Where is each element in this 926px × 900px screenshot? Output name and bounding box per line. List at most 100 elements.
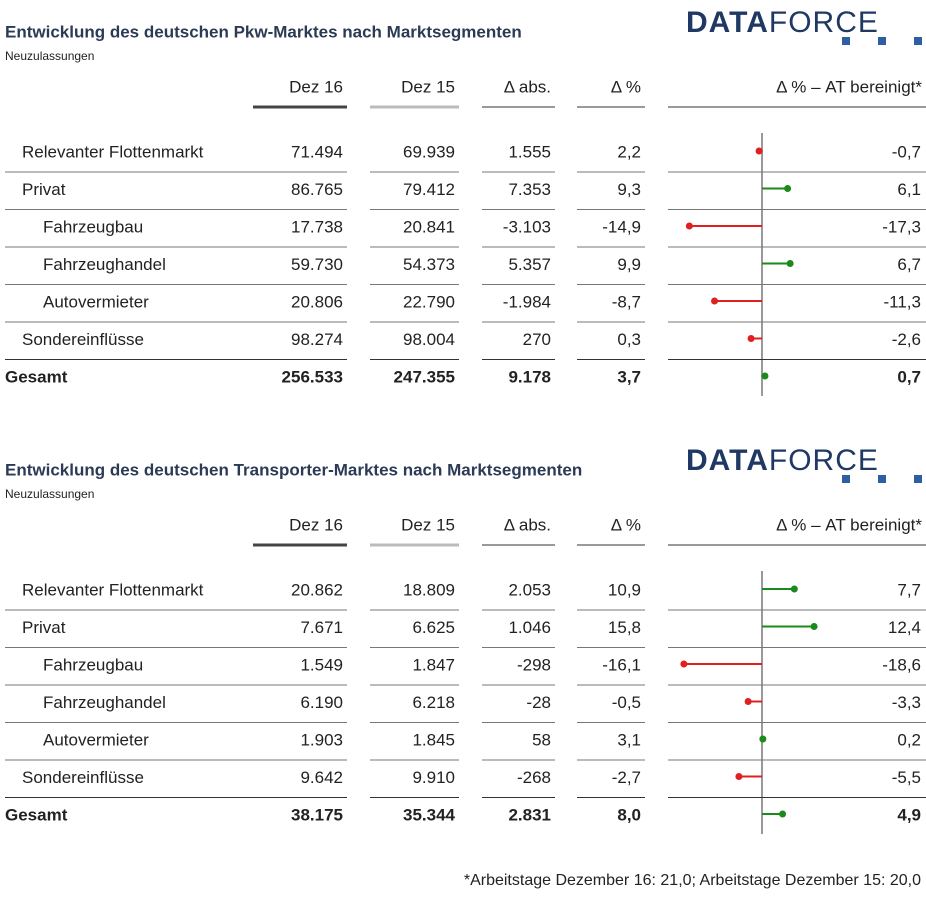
- cell: -11,3: [884, 292, 922, 311]
- cell: 79.412: [403, 180, 455, 199]
- cell: 12,4: [888, 618, 921, 637]
- lollipop-dot: [747, 335, 755, 342]
- cell: 59.730: [291, 255, 343, 274]
- logo-light: FORCE: [769, 444, 879, 477]
- column-header: Δ % – AT bereinigt*: [776, 77, 922, 96]
- table-title: Entwicklung des deutschen Pkw-Marktes na…: [5, 22, 522, 41]
- cell: 22.790: [403, 292, 455, 311]
- row-label: Relevanter Flottenmarkt: [22, 142, 204, 161]
- cell: 98.004: [403, 330, 455, 349]
- lollipop-dot: [779, 810, 787, 818]
- cell: 7.353: [508, 180, 551, 199]
- row-label: Fahrzeugbau: [43, 217, 143, 236]
- cell: 2,2: [617, 142, 641, 161]
- cell: 6,1: [897, 180, 921, 199]
- cell: -17,3: [882, 217, 921, 236]
- cell: 98.274: [291, 330, 343, 349]
- cell: 2.053: [508, 580, 551, 599]
- cell: 20.862: [291, 580, 343, 599]
- cell: 69.939: [403, 142, 455, 161]
- lollipop-dot: [759, 735, 767, 743]
- cell: 18.809: [403, 580, 455, 599]
- cell: 9.178: [508, 367, 551, 386]
- row-label: Relevanter Flottenmarkt: [22, 580, 204, 599]
- cell: 20.806: [291, 292, 343, 311]
- cell: -0,7: [892, 142, 921, 161]
- lollipop-dot: [786, 260, 794, 267]
- cell: 1.555: [508, 142, 551, 161]
- cell: -28: [526, 693, 551, 712]
- lollipop-dot: [761, 372, 769, 380]
- cell: 10,9: [608, 580, 641, 599]
- cell: 1.549: [300, 655, 343, 674]
- column-header: Δ % – AT bereinigt*: [776, 515, 922, 534]
- table-title: Entwicklung des deutschen Transporter-Ma…: [5, 460, 582, 479]
- lollipop-dot: [744, 698, 752, 705]
- row-label: Sondereinflüsse: [22, 768, 144, 787]
- logo-light: FORCE: [769, 6, 879, 39]
- cell: -3.103: [503, 217, 551, 236]
- cell: -3,3: [892, 693, 921, 712]
- table-subtitle: Neuzulassungen: [5, 487, 94, 501]
- cell: -2,6: [892, 330, 921, 349]
- cell: 54.373: [403, 255, 455, 274]
- lollipop-dot: [711, 297, 719, 305]
- row-label: Privat: [22, 180, 66, 199]
- cell: 6.625: [412, 618, 455, 637]
- cell: 6,7: [897, 255, 921, 274]
- cell: -1.984: [503, 292, 551, 311]
- cell: 256.533: [282, 367, 343, 386]
- cell: -8,7: [612, 292, 641, 311]
- cell: -298: [517, 655, 551, 674]
- cell: 5.357: [508, 255, 551, 274]
- lollipop-dot: [784, 185, 792, 192]
- column-header: Dez 16: [289, 77, 343, 96]
- logo-square: [914, 37, 922, 45]
- lollipop-dot: [735, 773, 743, 780]
- cell: 17.738: [291, 217, 343, 236]
- cell: 9,3: [617, 180, 641, 199]
- cell: 0,3: [617, 330, 641, 349]
- logo: DATAFORCE: [686, 6, 879, 39]
- column-header: Δ abs.: [504, 515, 551, 534]
- cell: 71.494: [291, 142, 343, 161]
- logo-square: [878, 37, 886, 45]
- row-label: Gesamt: [5, 367, 68, 386]
- logo-square: [914, 475, 922, 483]
- cell: 1.046: [508, 618, 551, 637]
- row-label: Fahrzeughandel: [43, 255, 166, 274]
- cell: 3,1: [617, 730, 641, 749]
- cell: 9.642: [300, 768, 343, 787]
- cell: 2.831: [508, 805, 551, 824]
- row-label: Autovermieter: [43, 730, 149, 749]
- cell: 9,9: [617, 255, 641, 274]
- cell: -16,1: [602, 655, 641, 674]
- logo-bold: DATA: [686, 444, 769, 477]
- cell: -18,6: [882, 655, 921, 674]
- column-header: Dez 15: [401, 515, 455, 534]
- row-label: Fahrzeughandel: [43, 693, 166, 712]
- cell: 35.344: [403, 805, 456, 824]
- row-label: Sondereinflüsse: [22, 330, 144, 349]
- cell: 20.841: [403, 217, 455, 236]
- cell: 0,7: [897, 367, 921, 386]
- row-label: Fahrzeugbau: [43, 655, 143, 674]
- logo: DATAFORCE: [686, 444, 879, 477]
- cell: 1.845: [412, 730, 455, 749]
- cell: 6.190: [300, 693, 343, 712]
- cell: 7,7: [897, 580, 921, 599]
- lollipop-dot: [755, 147, 763, 155]
- cell: 270: [523, 330, 551, 349]
- cell: 38.175: [291, 805, 343, 824]
- row-label: Gesamt: [5, 805, 68, 824]
- column-header: Δ %: [611, 77, 641, 96]
- cell: -268: [517, 768, 551, 787]
- cell: 58: [532, 730, 551, 749]
- lollipop-dot: [685, 222, 693, 230]
- cell: -2,7: [612, 768, 641, 787]
- cell: 4,9: [897, 805, 921, 824]
- cell: 1.903: [300, 730, 343, 749]
- logo-square: [842, 37, 850, 45]
- row-label: Autovermieter: [43, 292, 149, 311]
